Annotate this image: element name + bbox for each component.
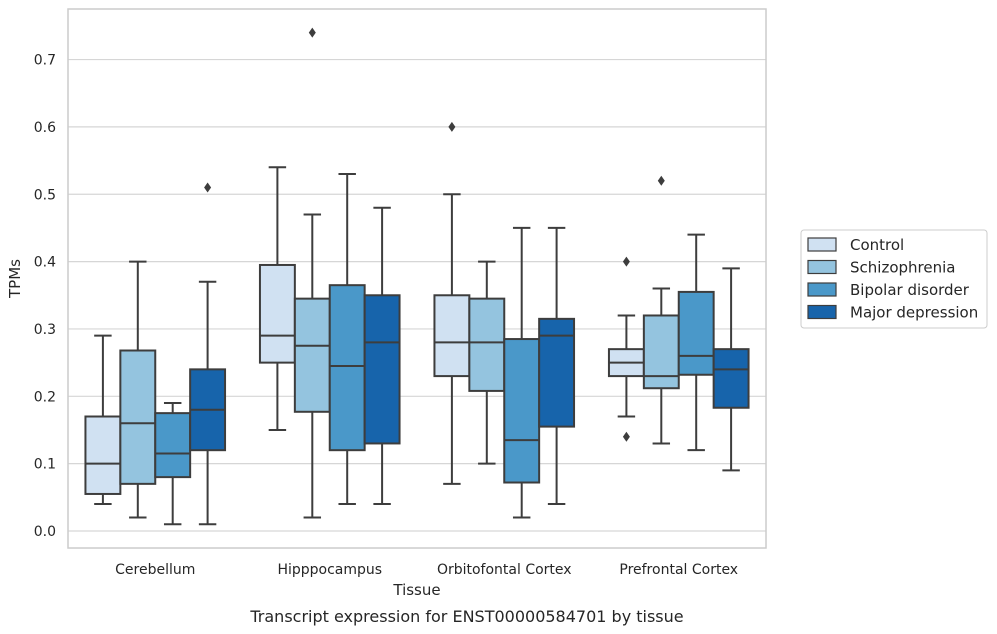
y-tick-label: 0.1 [34,457,56,473]
y-tick-label: 0.4 [34,255,56,271]
box-iqr [712,348,750,409]
box-iqr [433,294,471,378]
legend-label: Schizophrenia [850,259,955,277]
legend-swatch [807,259,837,275]
legend-label: Major depression [850,304,978,322]
box-iqr [328,284,366,452]
plot-frame [67,8,767,549]
box-iqr [503,338,541,484]
box-iqr [119,349,157,485]
box-iqr [84,415,122,495]
legend-swatch [807,237,837,252]
box-0-0 [84,334,122,506]
outlier-point [448,121,456,132]
box-0-3 [607,256,645,442]
outlier-point [204,182,212,193]
legend-swatch [807,304,837,320]
legend-swatch [807,282,837,297]
box-2-2 [503,226,541,519]
box-1-0 [119,260,157,519]
x-tick-label: Cerebellum [115,562,195,578]
outlier-point [657,175,665,186]
legend-label: Bipolar disorder [850,281,970,299]
y-tick-label: 0.7 [34,53,56,69]
y-axis-ticks: 0.0 0.1 0.2 0.3 0.4 0.5 0.6 0.7 [34,53,56,540]
outlier-point [308,27,316,38]
legend-item: Schizophrenia [807,259,955,277]
x-tick-label: Prefrontal Cortex [619,562,738,578]
box-iqr [363,294,401,445]
box-2-0 [154,402,192,526]
box-marks [84,27,750,526]
box-iqr [154,412,192,479]
box-0-1 [258,166,296,431]
box-iqr [258,263,296,364]
legend-item: Bipolar disorder [807,281,970,299]
box-iqr [677,290,715,376]
box-3-1 [363,206,401,506]
outlier-point [622,256,630,267]
box-iqr [293,297,331,413]
box-1-2 [468,260,506,465]
legend-frame [800,229,988,329]
box-3-0 [189,182,227,526]
legend: Control Schizophrenia Bipolar disorder Majo… [800,229,988,329]
legend-item: Major depression [807,304,978,322]
y-tick-label: 0.3 [34,322,56,338]
box-0-2 [433,121,471,485]
y-tick-label: 0.6 [34,120,56,136]
legend-item: Control [807,236,904,254]
legend-label: Control [850,236,904,254]
box-2-3 [677,233,715,452]
x-axis-ticks: Cerebellum Hipppocampus Orbitofontal Corte… [115,562,738,578]
box-3-3 [712,267,750,472]
x-tick-label: Orbitofontal Cortex [437,562,572,578]
outlier-point [622,431,630,442]
box-3-2 [538,226,576,506]
box-1-3 [642,175,680,445]
y-axis-title: TPMs [6,259,24,299]
x-tick-label: Hipppocampus [277,562,382,578]
y-tick-label: 0.2 [34,389,56,405]
box-iqr [468,297,506,392]
box-iqr [642,314,680,390]
box-1-1 [293,27,331,519]
box-iqr [538,317,576,428]
figure-caption: Transcript expression for ENST0000058470… [249,607,683,626]
y-tick-label: 0.0 [34,524,56,540]
x-axis-title: Tissue [392,581,440,599]
y-tick-label: 0.5 [34,187,56,203]
box-2-1 [328,173,366,506]
